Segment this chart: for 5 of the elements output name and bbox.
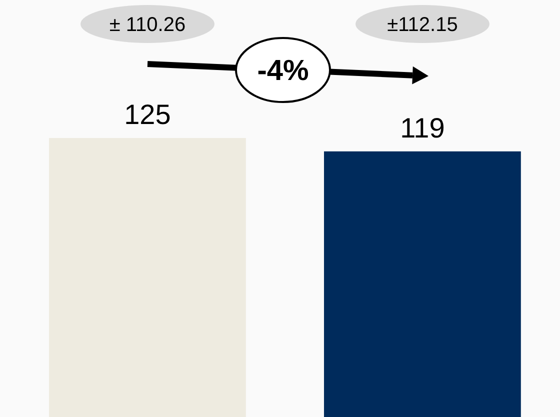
text: ± 110.26 [109, 14, 186, 36]
data-label: 125 [124, 99, 171, 130]
text: -4% [257, 55, 309, 87]
data-label: 119 [400, 112, 445, 144]
text: ±112.15 [387, 14, 458, 36]
